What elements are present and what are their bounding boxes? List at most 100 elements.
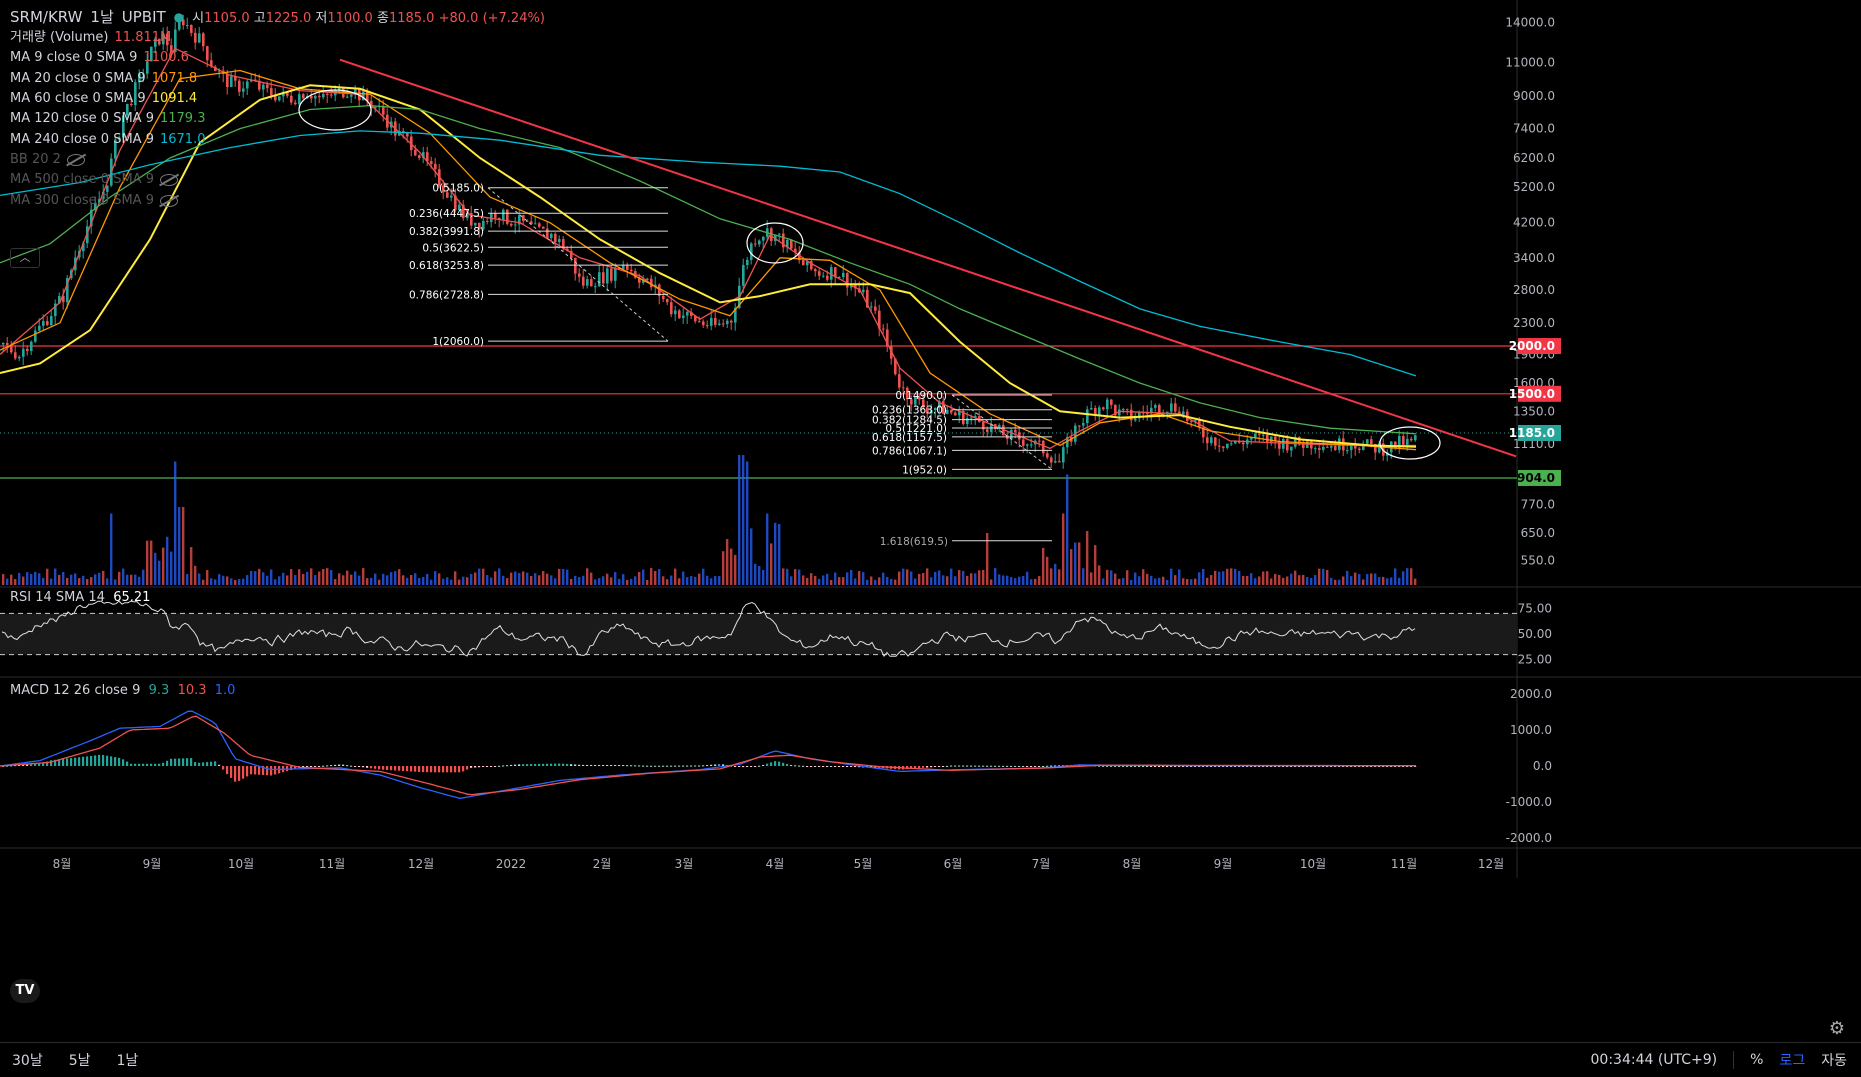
volume-bar xyxy=(246,575,249,585)
volume-bar xyxy=(734,554,737,585)
macd-bar xyxy=(370,766,373,769)
indicator-row[interactable]: MA 9 close 0 SMA 9 1100.6 xyxy=(10,48,205,68)
candle-body xyxy=(842,272,845,277)
log-toggle[interactable]: 로그 xyxy=(1779,1053,1806,1069)
candle-body xyxy=(1206,437,1209,444)
indicator-row[interactable]: MA 500 close 0 SMA 9 xyxy=(10,170,205,190)
macd-bar xyxy=(1370,766,1373,767)
indicator-row[interactable]: MA 120 close 0 SMA 9 1179.3 xyxy=(10,109,205,129)
volume-bar xyxy=(1154,578,1157,585)
interval[interactable]: 1날 xyxy=(90,8,114,26)
macd-bar xyxy=(1314,766,1317,767)
candle-body xyxy=(570,250,573,258)
clock[interactable]: 00:34:44 (UTC+9) xyxy=(1590,1052,1718,1068)
hidden-eye-icon[interactable] xyxy=(159,174,178,187)
volume-bar xyxy=(1170,568,1173,585)
volume-bar xyxy=(558,568,561,585)
macd-bar xyxy=(1102,765,1105,767)
candle-body xyxy=(578,273,581,277)
macd-bar xyxy=(674,765,677,767)
macd-bar xyxy=(154,763,157,766)
candle-body xyxy=(366,91,369,101)
macd-bar xyxy=(238,766,241,781)
macd-bar xyxy=(1010,765,1013,767)
indicator-row[interactable]: MA 60 close 0 SMA 9 1091.4 xyxy=(10,89,205,109)
macd-bar xyxy=(66,758,69,766)
volume-bar xyxy=(782,568,785,585)
time-tick: 2022 xyxy=(496,857,527,871)
hidden-eye-icon[interactable] xyxy=(66,153,85,166)
macd-bar xyxy=(778,761,781,766)
candle-body xyxy=(638,277,641,283)
timeframe-30d[interactable]: 30날 xyxy=(12,1053,43,1069)
volume-bar xyxy=(1402,571,1405,585)
candle-body xyxy=(338,87,341,90)
volume-bar xyxy=(1386,578,1389,585)
indicator-row[interactable]: MA 300 close 0 SMA 9 xyxy=(10,190,205,210)
collapse-legend-button[interactable]: ︿ xyxy=(10,248,40,268)
price-tag xyxy=(1518,338,1561,355)
volume-bar xyxy=(658,569,661,585)
volume-bar xyxy=(1410,568,1413,585)
time-tick: 3월 xyxy=(675,857,694,871)
macd-bar xyxy=(650,765,653,767)
macd-bar xyxy=(826,766,829,767)
volume-bar xyxy=(18,572,21,585)
hidden-eye-icon[interactable] xyxy=(159,194,178,207)
candle-body xyxy=(598,272,601,287)
volume-bar xyxy=(190,547,193,585)
candle-body xyxy=(26,348,29,351)
macd-bar xyxy=(294,766,297,770)
volume-bar xyxy=(462,576,465,585)
volume-bar xyxy=(1162,576,1165,585)
candle-body xyxy=(1334,445,1337,451)
volume-bar xyxy=(1346,570,1349,585)
macd-bar xyxy=(38,763,41,766)
timeframe-1d[interactable]: 1날 xyxy=(116,1053,139,1069)
indicator-row[interactable]: MA 20 close 0 SMA 9 1071.8 xyxy=(10,69,205,89)
candle-body xyxy=(938,401,941,409)
auto-toggle[interactable]: 자동 xyxy=(1821,1053,1847,1069)
candle-body xyxy=(870,306,873,308)
volume-bar xyxy=(366,578,369,585)
indicator-row[interactable]: BB 20 2 xyxy=(10,150,205,170)
macd-bar xyxy=(1190,766,1193,767)
indicator-row[interactable]: MA 240 close 0 SMA 9 1671.0 xyxy=(10,129,205,149)
volume-bar xyxy=(330,570,333,585)
candle-body xyxy=(194,32,197,43)
fib-label: 0.5(1221.0) xyxy=(885,423,947,435)
candle-body xyxy=(1050,457,1053,463)
price-tag xyxy=(1518,425,1561,441)
candle-body xyxy=(486,220,489,222)
macd-bar xyxy=(914,766,917,769)
macd-bar xyxy=(506,765,509,767)
candle-body xyxy=(526,220,529,222)
volume-bar xyxy=(1330,577,1333,585)
volume-bar xyxy=(1350,576,1353,585)
price-chart[interactable]: 14000.0 11000.0 9000.0 7400.0 6200.0 5200.0 42… xyxy=(0,0,1861,1042)
fib-label: 0.382(1284.5) xyxy=(872,415,947,427)
candle-body xyxy=(430,161,433,164)
candle-body xyxy=(898,374,901,388)
candle-body xyxy=(502,209,505,220)
macd-bar xyxy=(710,764,713,766)
timeframe-5d[interactable]: 5날 xyxy=(68,1053,91,1069)
time-tick: 8월 xyxy=(1123,857,1142,871)
macd-bar xyxy=(954,765,957,767)
macd-bar xyxy=(498,765,501,767)
volume-bar xyxy=(98,572,101,585)
indicator-label: 거래량 (Volume) xyxy=(10,30,109,46)
tradingview-logo[interactable]: TV xyxy=(10,979,40,1003)
macd-bar xyxy=(1270,766,1273,767)
percent-toggle[interactable]: % xyxy=(1750,1052,1764,1068)
indicator-value: 1071.8 xyxy=(151,70,198,86)
macd-bar xyxy=(1118,765,1121,767)
volume-bar xyxy=(1182,578,1185,585)
symbol-name[interactable]: SRM/KRW xyxy=(10,7,83,26)
settings-gear-icon[interactable]: ⚙ xyxy=(1828,1018,1845,1039)
indicator-row[interactable]: 거래량 (Volume) 11.811M xyxy=(10,28,205,48)
volume-bar xyxy=(582,575,585,585)
macd-bar xyxy=(142,763,145,766)
volume-bar xyxy=(718,576,721,585)
macd-bar xyxy=(922,766,925,768)
